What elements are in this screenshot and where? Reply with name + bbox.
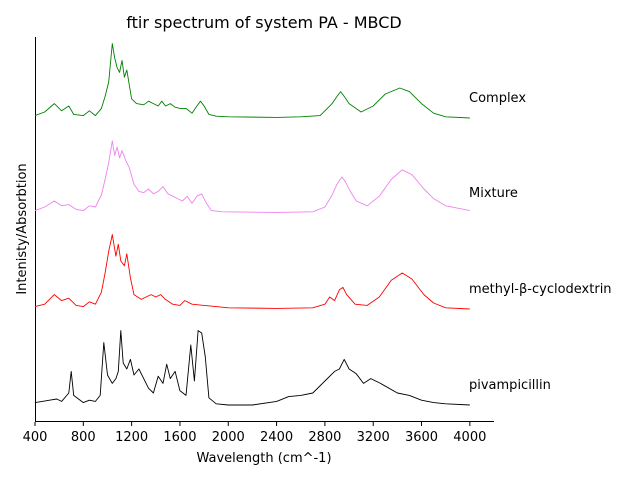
x-tick-label: 3200	[357, 430, 390, 445]
x-tick-label: 2400	[260, 430, 293, 445]
series-line-2	[34, 140, 470, 213]
y-axis-label: Intenisty/Absorbtion	[15, 163, 30, 294]
x-tick-label: 4000	[453, 430, 486, 445]
x-tick-label: 3600	[405, 430, 438, 445]
series-line-3	[34, 234, 470, 310]
x-tick-label: 1600	[163, 430, 196, 445]
series-label-3: methyl-β-cyclodextrin	[469, 282, 612, 297]
x-tick-label: 2800	[308, 430, 341, 445]
chart-title: ftir spectrum of system PA - MBCD	[126, 13, 401, 32]
x-tick-label: 800	[71, 430, 96, 445]
series-labels: Complex Mixture methyl-β-cyclodextrin pivam…	[469, 91, 612, 393]
series-line-1	[34, 43, 470, 119]
x-axis-label: Wavelength (cm^-1)	[196, 451, 331, 466]
x-tick-label: 1200	[115, 430, 148, 445]
series-group	[34, 43, 470, 406]
series-label-2: Mixture	[469, 186, 518, 201]
series-line-4	[34, 330, 470, 406]
x-tick-label: 2000	[212, 430, 245, 445]
x-tick-label: 400	[23, 430, 48, 445]
x-ticks: 400 800 1200 1600 2000 2400 2800 3200 3600 4000	[23, 422, 486, 445]
series-label-4: pivampicillin	[469, 378, 551, 393]
series-label-1: Complex	[469, 91, 526, 106]
